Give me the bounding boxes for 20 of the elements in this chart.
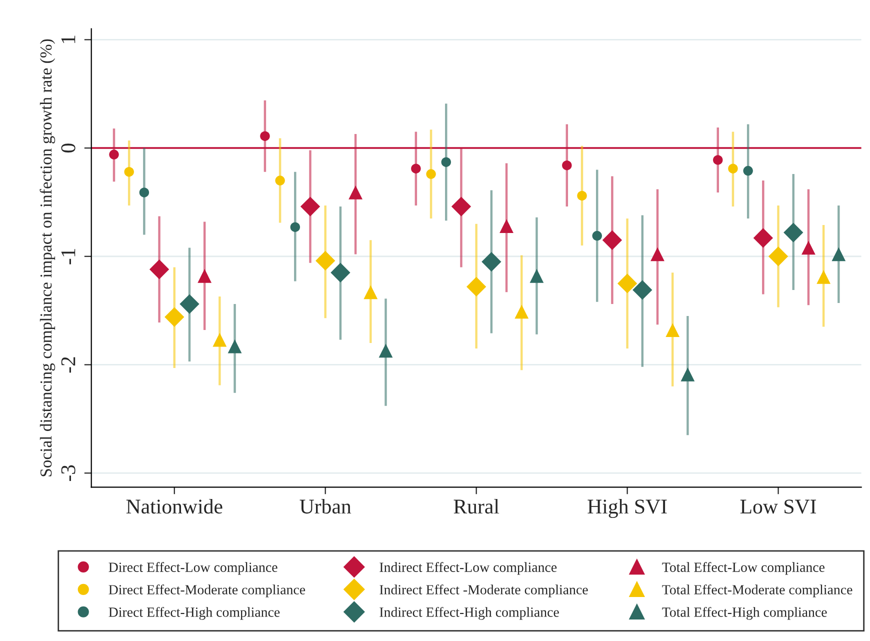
legend-label: Direct Effect-Low compliance	[108, 562, 278, 575]
legend-label: Direct Effect-Moderate compliance	[108, 584, 306, 598]
legend-label: Total Effect-High compliance	[662, 606, 827, 620]
x-tick-label: Rural	[454, 498, 500, 514]
y-tick-label: 1	[61, 36, 76, 44]
y-tick-label: -3	[61, 465, 76, 481]
legend-label: Indirect Effect-High compliance	[380, 606, 559, 620]
x-tick-label: Low SVI	[740, 500, 816, 514]
legend-label: Total Effect-Low compliance	[662, 562, 824, 575]
x-tick-label: Nationwide	[126, 498, 222, 514]
y-axis-title: Social distancing compliance impact on infection growth rate (%)	[40, 39, 56, 476]
y-tick-label: 0	[61, 144, 76, 152]
x-tick-label: Urban	[300, 498, 352, 514]
x-tick-label: High SVI	[588, 498, 667, 518]
y-tick-label: -1	[61, 248, 76, 264]
legend-label: Direct Effect-High compliance	[108, 606, 280, 620]
y-tick-label: -2	[61, 357, 76, 373]
legend-label: Total Effect-Moderate compliance	[662, 584, 852, 598]
legend-label: Indirect Effect -Moderate compliance	[380, 584, 588, 598]
legend-label: Indirect Effect-Low compliance	[380, 562, 557, 575]
